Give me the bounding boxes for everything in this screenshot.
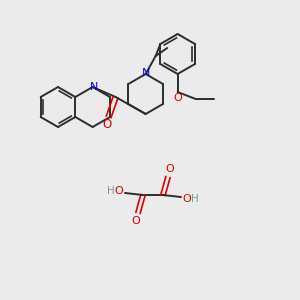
Text: O: O (115, 186, 123, 196)
Text: O: O (173, 93, 182, 103)
Text: H: H (107, 186, 115, 196)
Text: H: H (191, 194, 199, 204)
Text: O: O (183, 194, 191, 204)
Text: O: O (132, 216, 140, 226)
Text: O: O (166, 164, 174, 174)
Text: N: N (142, 68, 150, 78)
Text: O: O (102, 118, 111, 131)
Text: N: N (89, 82, 98, 92)
